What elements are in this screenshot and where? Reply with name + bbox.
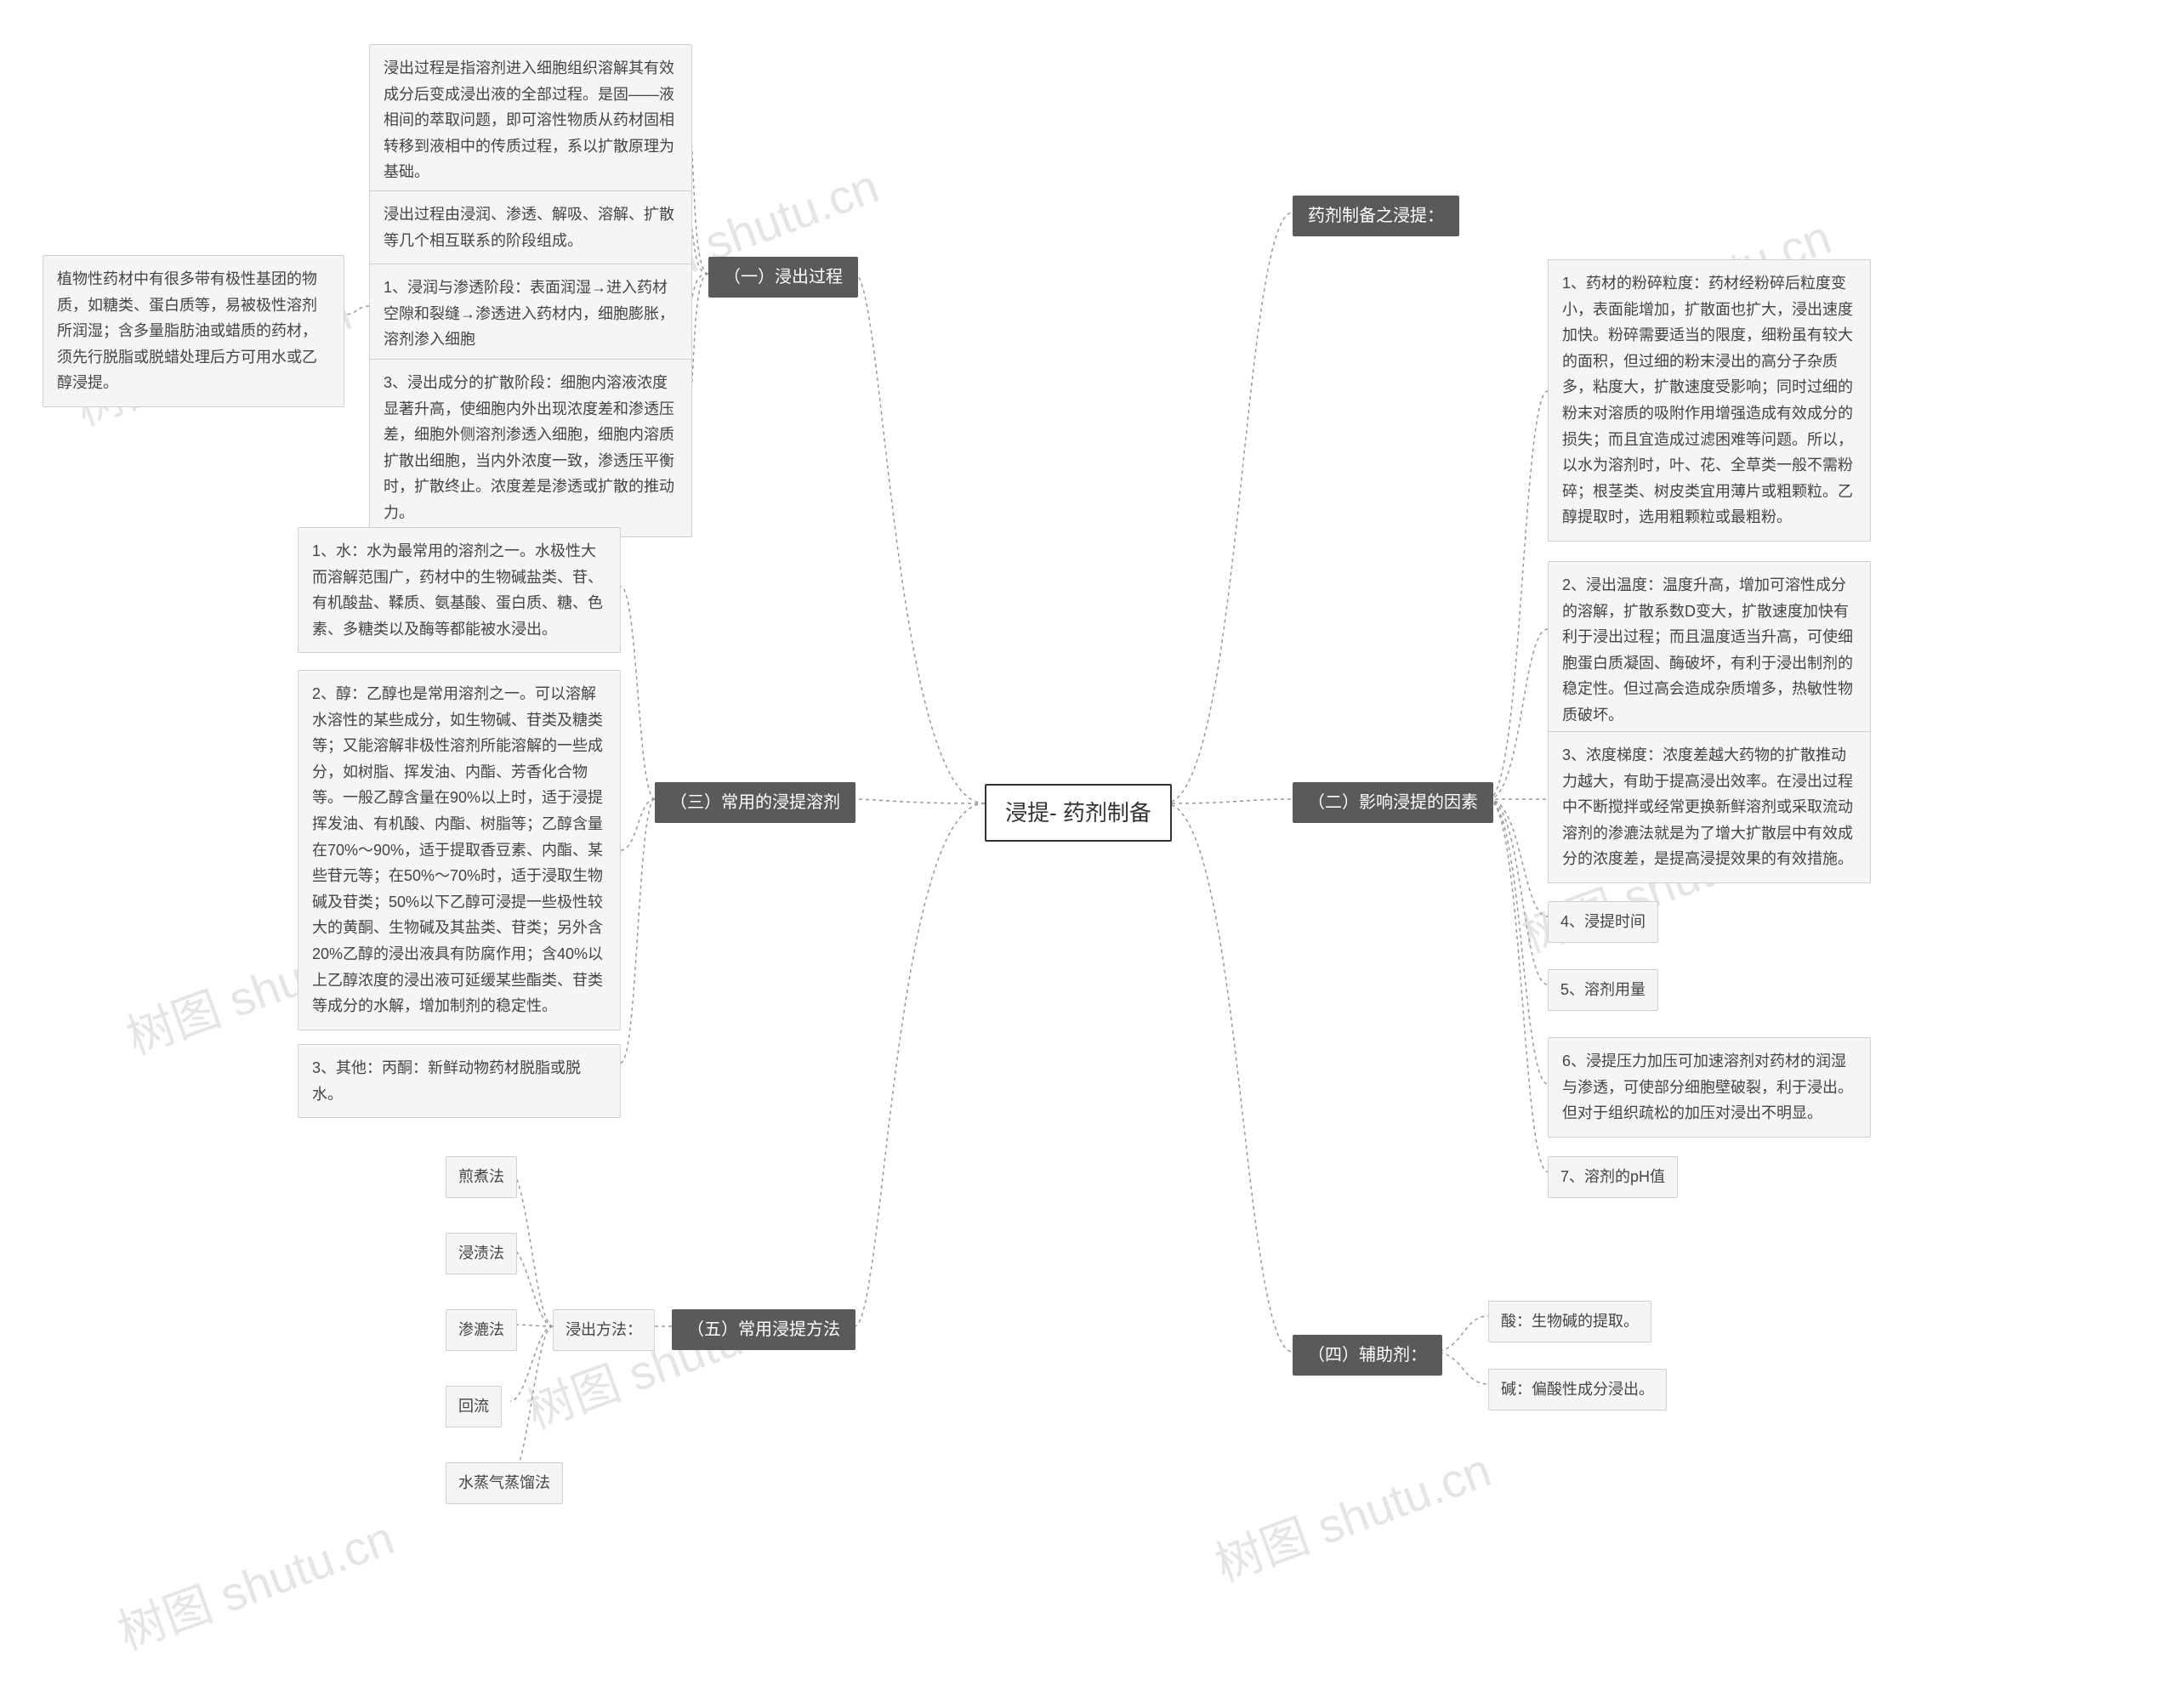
leaf-text: 4、浸提时间 [1548, 901, 1658, 943]
leaf-text: 3、浸出成分的扩散阶段：细胞内溶液浓度显著升高，使细胞内外出现浓度差和渗透压差，… [369, 359, 692, 537]
leaf-method: 水蒸气蒸馏法 [446, 1462, 563, 1504]
leaf-text: 浸出过程是指溶剂进入细胞组织溶解其有效成分后变成浸出液的全部过程。是固——液相间… [369, 44, 692, 196]
leaf-text: 6、浸提压力加压可加速溶剂对药材的润湿与渗透，可使部分细胞壁破裂，利于浸出。但对… [1548, 1037, 1871, 1138]
leaf-text: 1、浸润与渗透阶段：表面润湿→进入药材空隙和裂缝→渗透进入药材内，细胞膨胀，溶剂… [369, 264, 692, 364]
leaf-method: 煎煮法 [446, 1156, 517, 1198]
branch-node-solvents[interactable]: （三）常用的浸提溶剂 [655, 782, 855, 823]
leaf-text: 2、浸出温度：温度升高，增加可溶性成分的溶解，扩散系数D变大，扩散速度加快有利于… [1548, 561, 1871, 740]
leaf-adjuvant: 酸：生物碱的提取。 [1488, 1301, 1651, 1342]
leaf-method: 回流 [446, 1386, 502, 1427]
watermark: 树图 shutu.cn [515, 1279, 810, 1442]
branch-node-adjuvants[interactable]: （四）辅助剂： [1293, 1335, 1442, 1376]
watermark: 树图 shutu.cn [1204, 1432, 1499, 1595]
leaf-text-sub: 植物性药材中有很多带有极性基团的物质，如糖类、蛋白质等，易被极性溶剂所润湿；含多… [43, 255, 344, 407]
leaf-text: 3、其他：丙酮：新鲜动物药材脱脂或脱水。 [298, 1044, 621, 1118]
leaf-method: 渗漉法 [446, 1309, 517, 1351]
sub-label-methods: 浸出方法： [553, 1309, 655, 1351]
branch-node-intro[interactable]: 药剂制备之浸提： [1293, 196, 1459, 236]
leaf-text: 1、药材的粉碎粒度：药材经粉碎后粒度变小，表面能增加，扩散面也扩大，浸出速度加快… [1548, 259, 1871, 542]
branch-node-factors[interactable]: （二）影响浸提的因素 [1293, 782, 1493, 823]
leaf-text: 1、水：水为最常用的溶剂之一。水极性大而溶解范围广，药材中的生物碱盐类、苷、有机… [298, 527, 621, 653]
watermark: 树图 shutu.cn [107, 1500, 402, 1663]
leaf-text: 5、溶剂用量 [1548, 969, 1658, 1011]
leaf-method: 浸渍法 [446, 1233, 517, 1274]
leaf-text: 7、溶剂的pH值 [1548, 1156, 1678, 1198]
leaf-adjuvant: 碱：偏酸性成分浸出。 [1488, 1369, 1667, 1410]
branch-node-process[interactable]: （一）浸出过程 [708, 257, 858, 298]
leaf-text: 3、浓度梯度：浓度差越大药物的扩散推动力越大，有助于提高浸出效率。在浸出过程中不… [1548, 731, 1871, 883]
leaf-text: 浸出过程由浸润、渗透、解吸、溶解、扩散等几个相互联系的阶段组成。 [369, 190, 692, 264]
center-node[interactable]: 浸提- 药剂制备 [985, 784, 1172, 842]
branch-node-methods[interactable]: （五）常用浸提方法 [672, 1309, 855, 1350]
leaf-text: 2、醇：乙醇也是常用溶剂之一。可以溶解水溶性的某些成分，如生物碱、苷类及糖类等；… [298, 670, 621, 1030]
